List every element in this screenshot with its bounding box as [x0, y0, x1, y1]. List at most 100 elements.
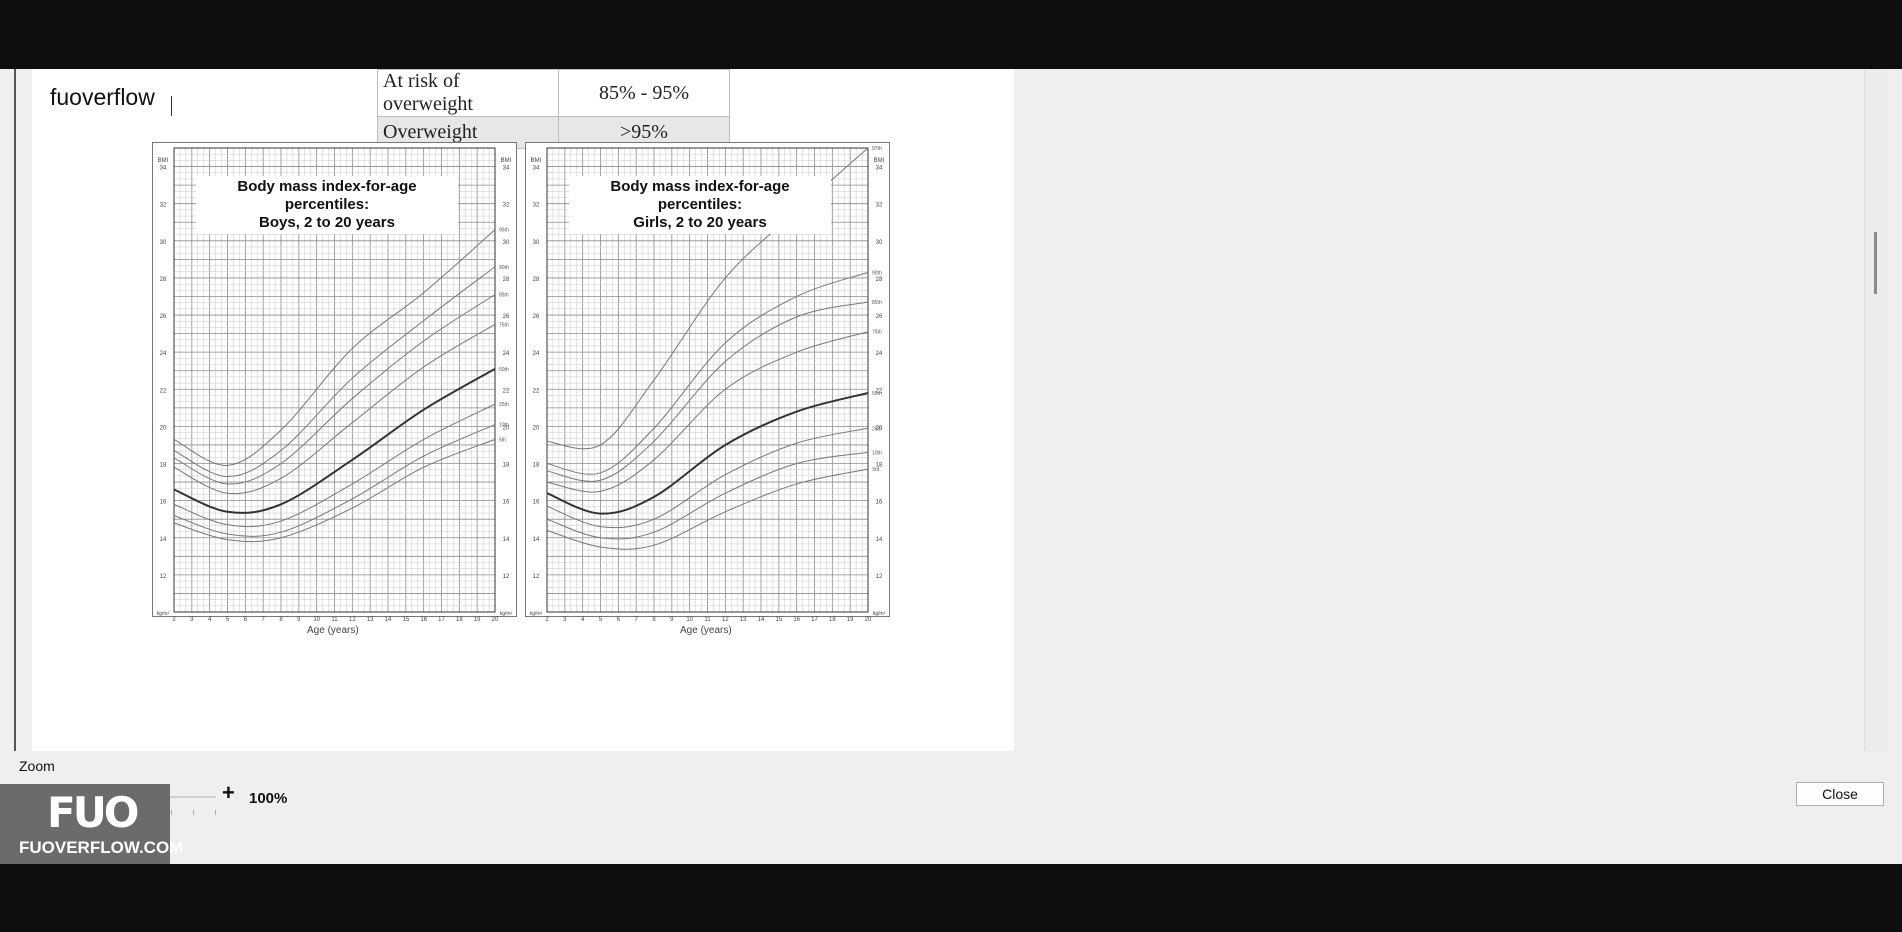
- chart-title: Body mass index-for-age percentiles: Boy…: [196, 176, 458, 234]
- zoom-slider-track[interactable]: [126, 796, 216, 798]
- y-tick-label: 26: [876, 314, 883, 320]
- y-unit-label: kg/m²: [157, 611, 170, 617]
- x-tick-label: 4: [208, 617, 212, 622]
- x-tick-label: 5: [226, 617, 230, 622]
- x-tick-label: 8: [652, 617, 656, 622]
- x-tick-label: 15: [775, 617, 782, 622]
- y-tick-label: 20: [533, 425, 540, 431]
- y-tick-label: 12: [503, 574, 510, 580]
- x-tick-label: 9: [297, 617, 301, 622]
- y-tick-label: 16: [876, 500, 883, 506]
- y-tick-label: 14: [503, 537, 510, 543]
- y-tick-label: 22: [533, 388, 540, 394]
- x-tick-label: 12: [722, 617, 729, 622]
- x-tick-label: 14: [385, 617, 392, 622]
- y-tick-label: 12: [876, 574, 883, 580]
- y-tick-label: 20: [160, 425, 167, 431]
- y-tick-label: 16: [533, 500, 540, 506]
- y-tick-label: 32: [160, 203, 167, 209]
- y-tick-label: 22: [503, 388, 510, 394]
- plot-area: [173, 147, 496, 613]
- percentile-label: 97th: [872, 146, 882, 152]
- zoom-in-button[interactable]: +: [222, 780, 235, 805]
- x-tick-label: 10: [313, 617, 320, 622]
- percentile-curve: [546, 468, 869, 550]
- percentile-label: 50th: [499, 367, 509, 373]
- document-title: fuoverflow: [42, 83, 163, 114]
- scrollbar-thumb[interactable]: [1874, 232, 1877, 294]
- x-axis-label: Age (years): [680, 625, 732, 636]
- percentile-label: 75th: [499, 322, 509, 328]
- risk-category-cell: At risk of overweight: [377, 69, 559, 117]
- x-tick-label: 7: [261, 617, 265, 622]
- y-tick-label: 32: [876, 203, 883, 209]
- left-border: [14, 69, 16, 751]
- x-tick-label: 7: [634, 617, 638, 622]
- y-unit-label: kg/m²: [530, 611, 543, 617]
- x-tick-label: 13: [740, 617, 747, 622]
- percentile-label: 10th: [872, 450, 882, 456]
- percentile-label: 10th: [499, 423, 509, 429]
- y-tick-label: 24: [503, 351, 510, 357]
- y-tick-label: 16: [503, 500, 510, 506]
- x-tick-label: 15: [402, 617, 409, 622]
- y-tick-label: 34: [503, 166, 510, 172]
- slider-tick: [215, 810, 216, 815]
- chart-subtitle: Girls, 2 to 20 years: [633, 214, 767, 231]
- logo-site-text: FUOVERFLOW.COM: [19, 838, 184, 857]
- girls-bmi-chart: 12 12 14 14 16 16 18 18 20 20 22 22 24 24 26 26 28 28 30 30…: [525, 142, 890, 636]
- percentile-curve: [173, 266, 496, 478]
- y-tick-label: 32: [533, 203, 540, 209]
- percentile-curve: [173, 424, 496, 537]
- x-tick-label: 17: [811, 617, 818, 622]
- percentile-label: 75th: [872, 330, 882, 336]
- y-tick-label: 14: [533, 537, 540, 543]
- percentile-curve: [173, 323, 496, 495]
- image-viewport[interactable]: fuoverflow At risk of overweight 85% - 9…: [32, 69, 1014, 751]
- x-tick-label: 5: [599, 617, 603, 622]
- percentile-label: 25th: [872, 426, 882, 432]
- y-tick-label: 18: [160, 463, 167, 469]
- x-tick-label: 16: [420, 617, 427, 622]
- y-tick-label: 34: [160, 166, 167, 172]
- text-caret: [171, 96, 172, 116]
- y-tick-label: 34: [533, 166, 540, 172]
- percentile-label: 85th: [872, 300, 882, 306]
- y-tick-label: 28: [876, 277, 883, 283]
- y-axis-label: BMI: [874, 158, 885, 164]
- chart-subtitle: Boys, 2 to 20 years: [259, 214, 395, 231]
- x-tick-label: 10: [686, 617, 693, 622]
- percentile-label: 85th: [499, 293, 509, 299]
- close-button[interactable]: Close: [1796, 782, 1884, 806]
- x-tick-label: 3: [563, 617, 567, 622]
- x-tick-label: 20: [492, 617, 499, 622]
- y-axis-label: BMI: [158, 158, 169, 164]
- x-tick-label: 6: [244, 617, 248, 622]
- percentile-curve: [173, 294, 496, 485]
- percentile-curve: [546, 331, 869, 493]
- zoom-value: 100%: [249, 790, 288, 807]
- y-tick-label: 18: [503, 463, 510, 469]
- y-tick-label: 14: [876, 537, 883, 543]
- x-axis-label: Age (years): [307, 625, 359, 636]
- percentile-curve: [546, 301, 869, 482]
- y-tick-label: 28: [533, 277, 540, 283]
- y-tick-label: 26: [503, 314, 510, 320]
- x-tick-label: 2: [545, 617, 549, 622]
- risk-table: At risk of overweight 85% - 95% Overweig…: [377, 69, 730, 149]
- image-viewer-window: fuoverflow At risk of overweight 85% - 9…: [0, 69, 1902, 864]
- y-tick-label: 24: [160, 351, 167, 357]
- x-tick-label: 3: [190, 617, 194, 622]
- x-tick-label: 19: [847, 617, 854, 622]
- percentile-curve: [546, 451, 869, 540]
- percentile-curve: [173, 438, 496, 543]
- x-tick-label: 17: [438, 617, 445, 622]
- y-tick-label: 22: [160, 388, 167, 394]
- percentile-curve: [173, 229, 496, 466]
- slider-tick: [171, 810, 172, 815]
- risk-range-cell: 85% - 95%: [558, 69, 730, 117]
- y-tick-label: 28: [503, 277, 510, 283]
- x-tick-label: 13: [367, 617, 374, 622]
- x-tick-label: 11: [704, 617, 711, 622]
- vertical-scrollbar[interactable]: [1864, 69, 1887, 751]
